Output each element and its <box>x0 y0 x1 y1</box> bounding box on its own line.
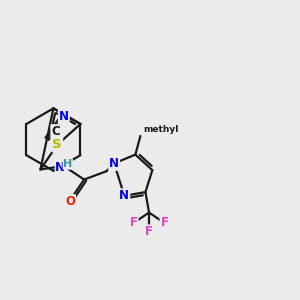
Text: C: C <box>51 125 60 138</box>
Text: N: N <box>109 157 119 170</box>
Text: F: F <box>145 225 153 239</box>
Text: F: F <box>130 217 138 230</box>
Text: N: N <box>55 160 65 174</box>
Text: N: N <box>119 189 129 202</box>
Text: H: H <box>63 159 72 169</box>
Text: O: O <box>65 195 75 208</box>
Text: F: F <box>160 217 169 230</box>
Text: S: S <box>52 138 62 152</box>
Text: N: N <box>59 110 69 123</box>
Text: methyl: methyl <box>143 124 178 134</box>
